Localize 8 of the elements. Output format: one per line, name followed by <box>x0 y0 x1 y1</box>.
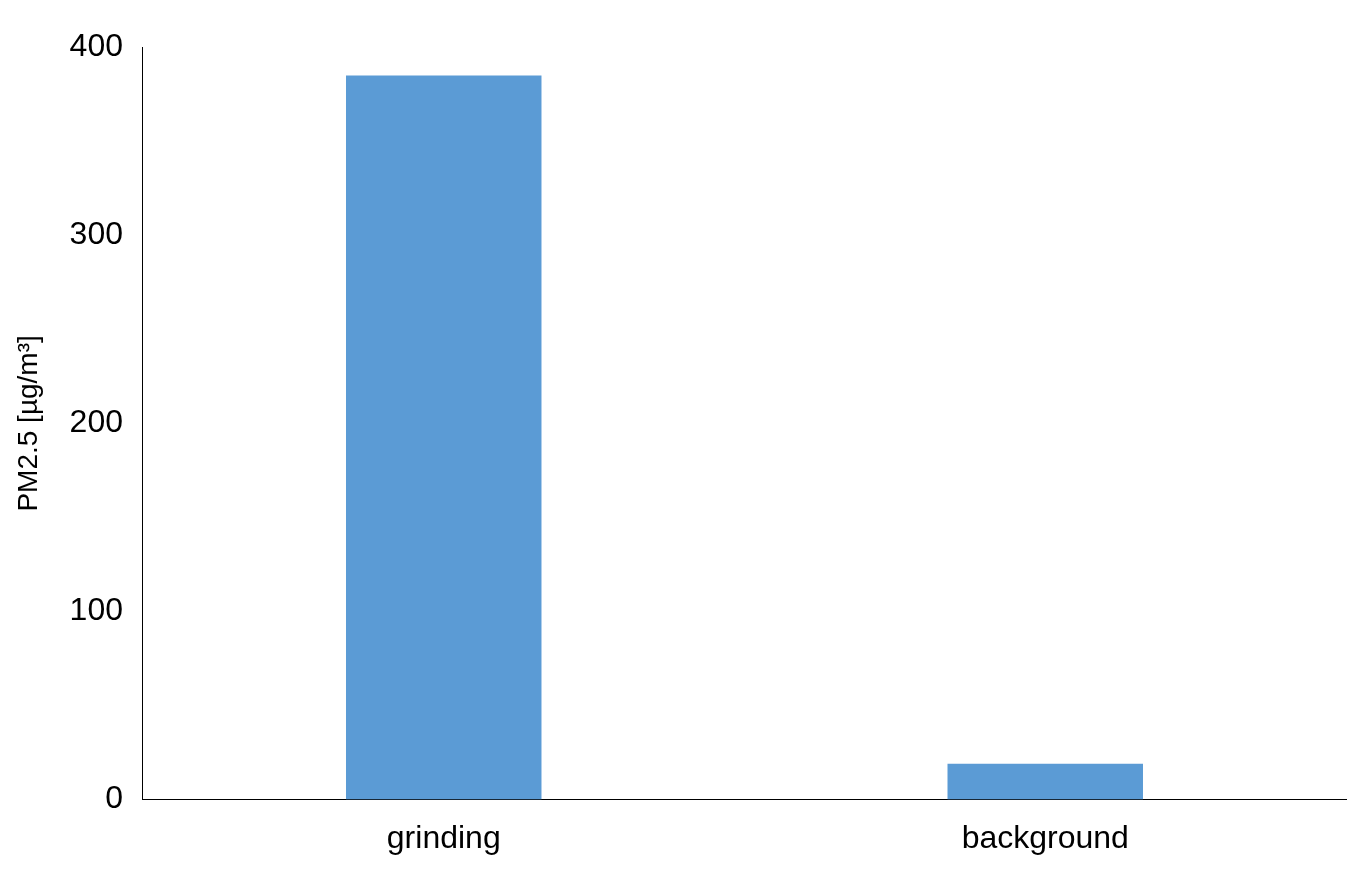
y-axis-title: PM2.5 [µg/m³] <box>11 335 43 512</box>
y-tick-label: 400 <box>69 27 123 64</box>
x-tick-label: grinding <box>386 818 501 855</box>
y-tick-label: 300 <box>69 215 123 252</box>
y-tick-label: 100 <box>69 591 123 628</box>
y-tick-label: 0 <box>105 779 123 816</box>
y-tick-label: 200 <box>69 403 123 440</box>
x-tick-label: background <box>961 818 1129 855</box>
